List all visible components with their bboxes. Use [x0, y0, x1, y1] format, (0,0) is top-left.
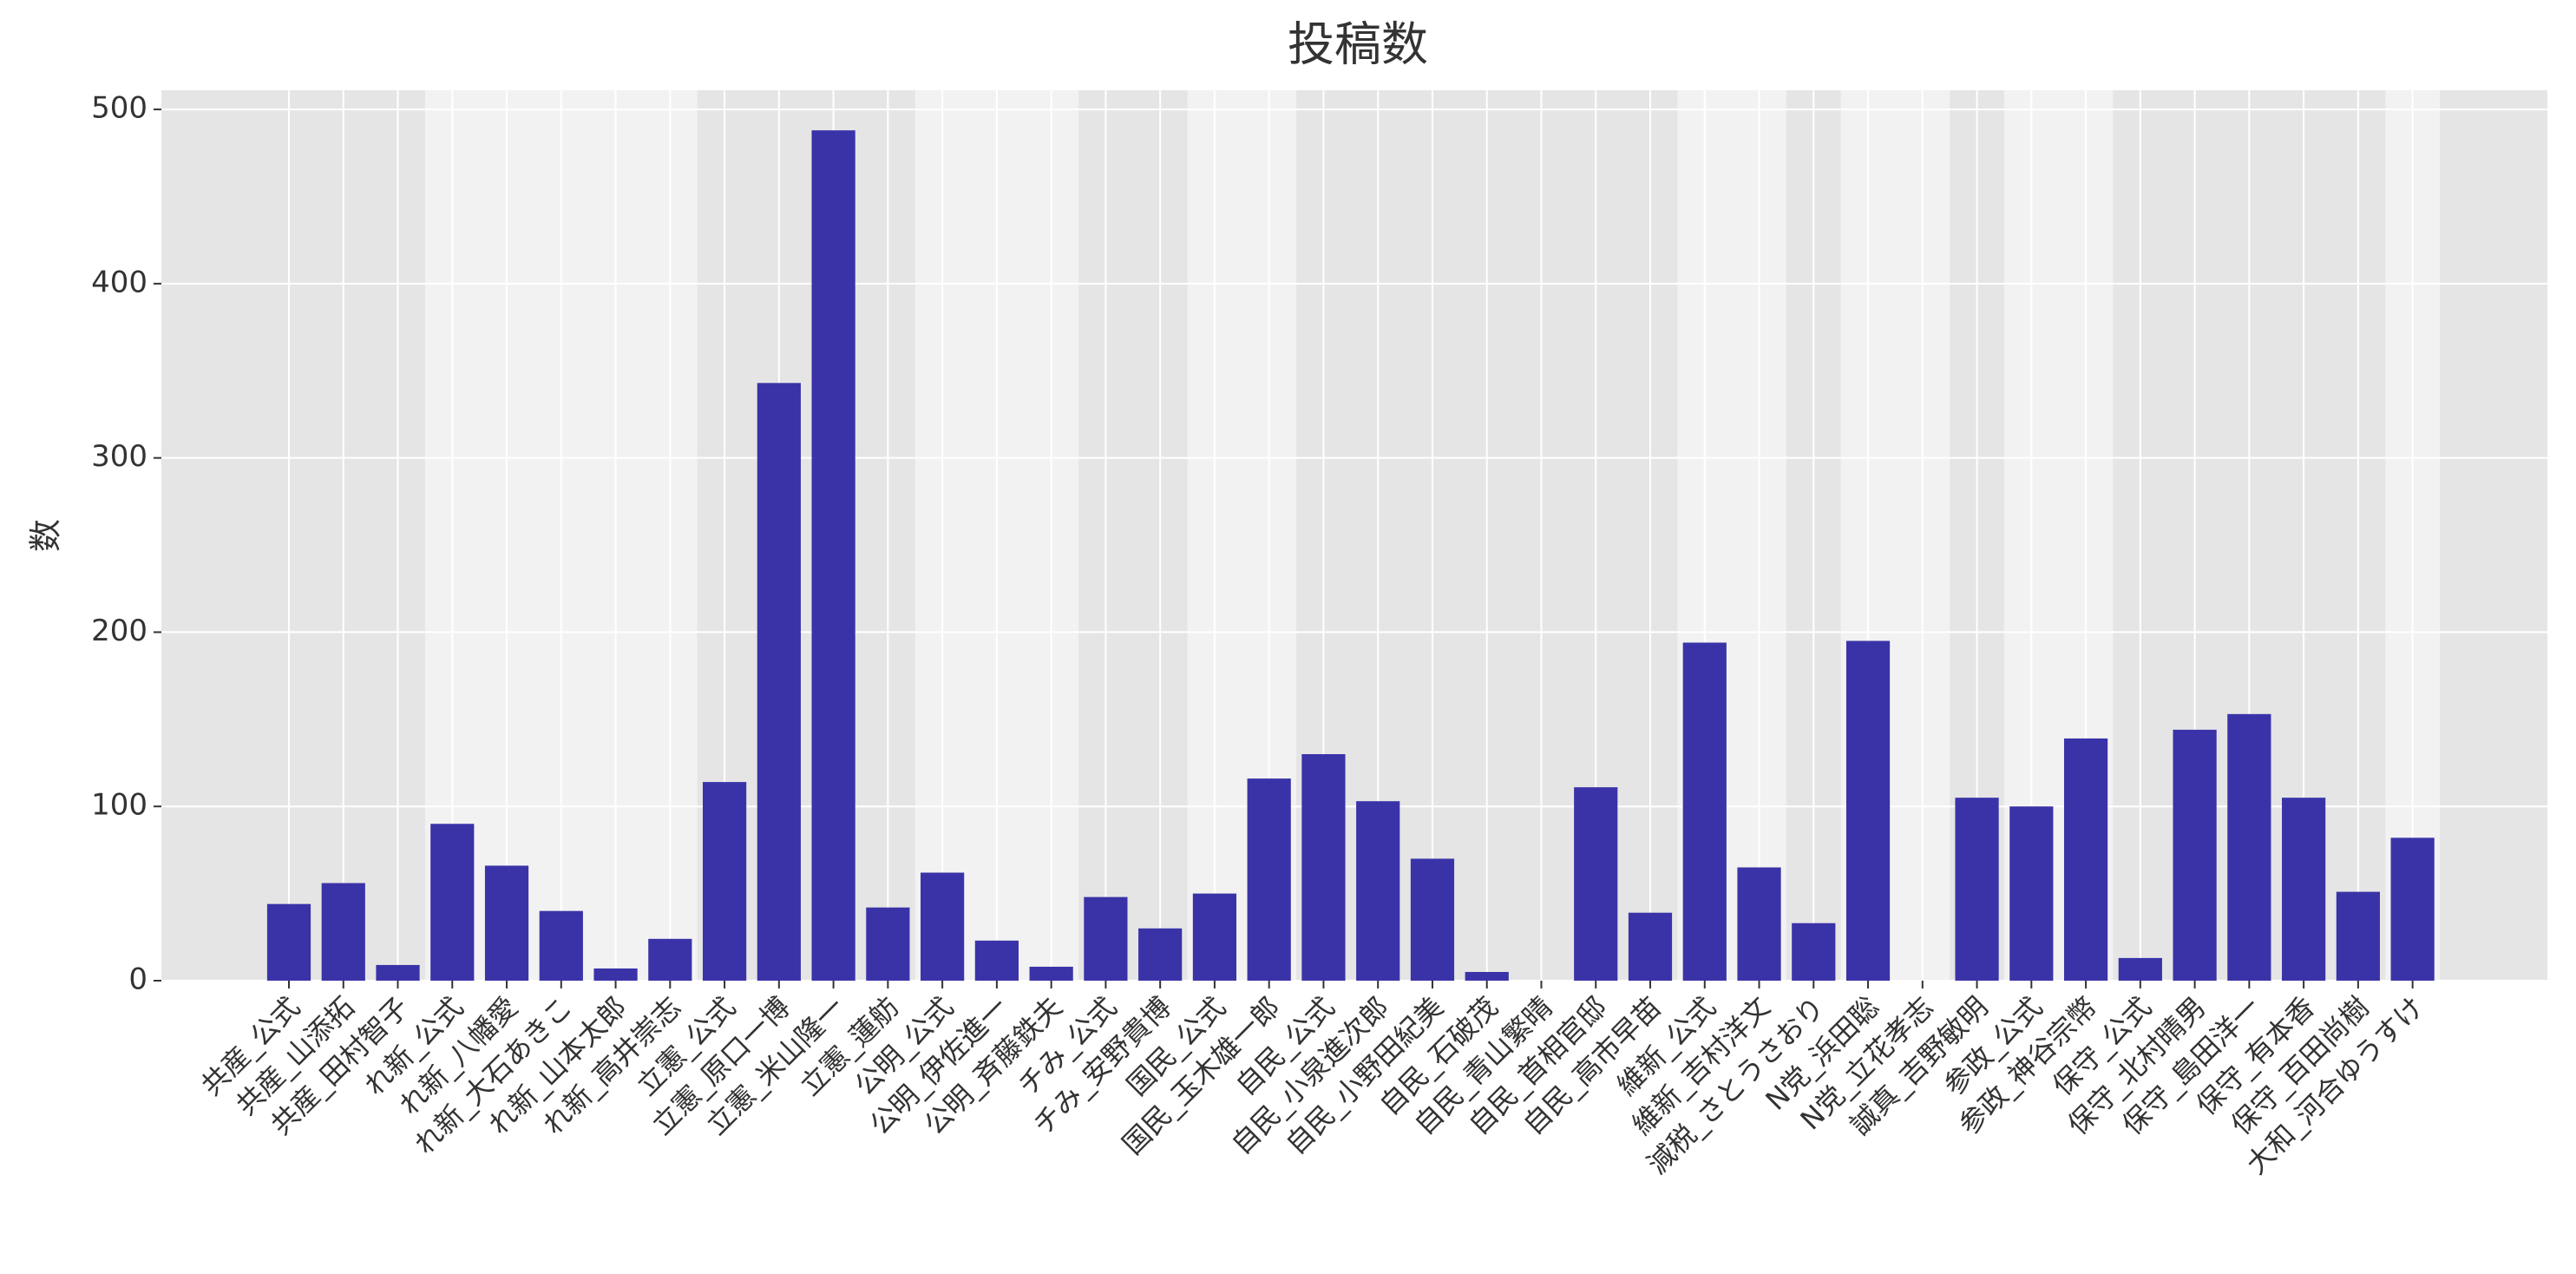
bar — [593, 968, 638, 981]
y-tick-label: 200 — [91, 614, 147, 648]
bar — [921, 872, 965, 981]
bar — [376, 964, 420, 981]
bar — [2063, 738, 2108, 981]
y-axis-label: 数 — [27, 519, 65, 552]
bar — [1792, 923, 1836, 981]
bar — [430, 824, 475, 981]
bar — [1301, 753, 1346, 981]
bar — [1845, 640, 1891, 981]
bar — [266, 903, 311, 981]
y-tick-label: 300 — [91, 439, 147, 474]
bar — [1192, 893, 1237, 981]
bar — [1356, 801, 1400, 981]
bar — [702, 782, 747, 981]
bar — [2390, 837, 2435, 981]
bar — [1682, 642, 1727, 981]
bar — [2118, 957, 2162, 981]
bar — [811, 130, 855, 981]
bar — [1410, 858, 1455, 981]
bar — [1084, 896, 1128, 981]
bar — [1737, 867, 1781, 981]
y-tick-label: 500 — [91, 91, 147, 126]
y-tick-label: 400 — [91, 265, 147, 299]
y-tick-label: 0 — [128, 962, 147, 997]
chart-title: 投稿数 — [1288, 17, 1428, 72]
bar — [866, 907, 910, 981]
bar — [648, 938, 692, 981]
bar — [1029, 966, 1073, 981]
bar — [2009, 806, 2054, 981]
bar — [1628, 912, 1673, 981]
bar — [974, 940, 1019, 981]
bar — [1138, 928, 1183, 981]
bar — [757, 383, 801, 981]
bar — [1574, 787, 1618, 981]
y-tick-label: 100 — [91, 788, 147, 823]
bar — [539, 910, 583, 981]
bar — [1247, 778, 1291, 981]
bar — [2282, 798, 2326, 981]
bar — [1955, 798, 1999, 981]
bar — [2227, 713, 2271, 981]
bar — [484, 865, 529, 981]
bar — [321, 883, 365, 981]
bar — [2173, 729, 2217, 981]
bar — [1465, 971, 1509, 981]
bar — [2336, 891, 2380, 981]
